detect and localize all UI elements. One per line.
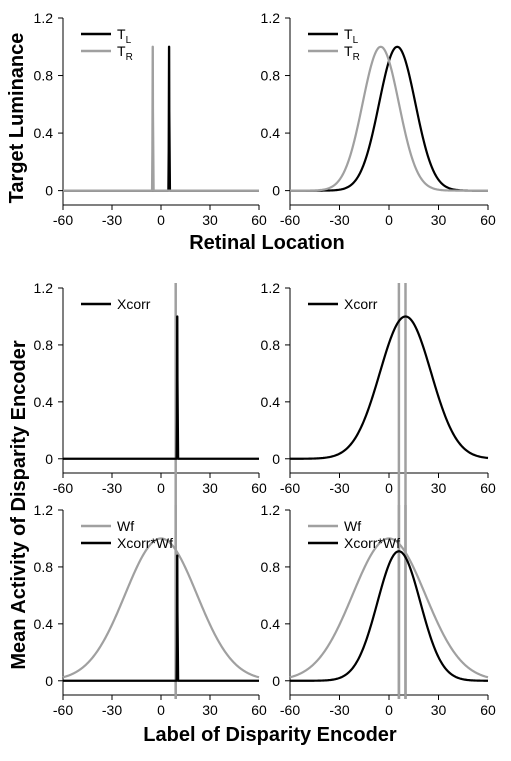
y-tick-label: 1.2 — [261, 502, 281, 518]
y-tick-label: 0.8 — [261, 337, 281, 353]
x-tick-label: 0 — [385, 480, 393, 496]
x-tick-label: -60 — [280, 212, 300, 228]
y-tick-label: 0 — [45, 673, 53, 689]
y-tick-label: 0.8 — [261, 559, 281, 575]
x-tick-label: 30 — [431, 212, 447, 228]
legend-subscript: R — [353, 52, 360, 63]
x-tick-label: 60 — [480, 212, 496, 228]
x-tick-label: -30 — [102, 702, 122, 718]
series-line-xcorr-wf — [289, 550, 489, 682]
series-line-wf — [289, 537, 489, 679]
series-line-tl — [289, 45, 489, 192]
y-tick-label: 0.4 — [34, 616, 54, 632]
x-tick-label: -60 — [53, 480, 73, 496]
y-tick-label: 0 — [272, 673, 280, 689]
x-tick-label: -60 — [280, 702, 300, 718]
x-tick-label: -30 — [329, 480, 349, 496]
legend-subscript: L — [126, 35, 132, 46]
legend-label: Xcorr — [117, 296, 151, 312]
y-tick-label: 0.8 — [34, 559, 54, 575]
x-tick-label: -30 — [329, 702, 349, 718]
x-tick-label: -60 — [53, 212, 73, 228]
y-tick-label: 1.2 — [261, 280, 281, 296]
legend-label: Wf — [344, 518, 361, 534]
x-tick-label: 30 — [431, 702, 447, 718]
legend-subscript: L — [353, 35, 359, 46]
x-tick-label: -60 — [280, 480, 300, 496]
x-tick-label: -30 — [102, 212, 122, 228]
panel-middle-right: 0 0.4 0.8 1.2 -60 -30 0 30 60 Xcorr — [261, 280, 496, 699]
x-tick-label: 30 — [202, 480, 218, 496]
y-tick-label: 0.4 — [34, 394, 54, 410]
y-tick-label: 1.2 — [34, 280, 54, 296]
y-tick-label: 0.8 — [261, 68, 281, 84]
x-tick-label: 0 — [157, 212, 165, 228]
x-tick-label: 0 — [385, 702, 393, 718]
y-tick-label: 0 — [272, 183, 280, 199]
y-tick-label: 1.2 — [34, 502, 54, 518]
y-tick-label: 0 — [272, 451, 280, 467]
series-line-xcorr — [289, 315, 489, 460]
series-line-xcorr-wf — [63, 554, 259, 682]
panel-middle-left: 0 0.4 0.8 1.2 -60 -30 0 30 60 Xcorr — [34, 280, 267, 699]
legend-label: TR — [117, 43, 133, 63]
x-tick-label: 60 — [251, 702, 267, 718]
y-tick-label: 0.4 — [261, 394, 281, 410]
legend-subscript: R — [126, 52, 133, 63]
x-tick-label: 0 — [385, 212, 393, 228]
y-tick-label: 0.4 — [34, 125, 54, 141]
x-tick-label: 0 — [157, 702, 165, 718]
series-line-tl — [63, 45, 259, 192]
legend-label: TR — [344, 43, 360, 63]
series-line-tr — [289, 45, 489, 192]
series-line-wf — [62, 537, 260, 679]
y-tick-label: 0.8 — [34, 68, 54, 84]
y-tick-label: 1.2 — [34, 10, 54, 26]
legend-label: Xcorr*Wf — [117, 535, 173, 551]
bottom-y-axis-label: Mean Activity of Disparity Encoder — [8, 340, 30, 670]
x-tick-label: 30 — [202, 702, 218, 718]
x-tick-label: -60 — [53, 702, 73, 718]
x-tick-label: -30 — [329, 212, 349, 228]
x-tick-label: 60 — [251, 480, 267, 496]
y-tick-label: 0.4 — [261, 616, 281, 632]
legend-label: Xcorr*Wf — [344, 535, 400, 551]
x-tick-label: 60 — [480, 702, 496, 718]
top-x-axis-label: Retinal Location — [189, 232, 345, 254]
x-tick-label: 0 — [157, 480, 165, 496]
y-tick-label: 1.2 — [261, 10, 281, 26]
x-tick-label: 60 — [480, 480, 496, 496]
series-line-xcorr — [63, 315, 259, 460]
x-tick-label: -30 — [102, 480, 122, 496]
x-tick-label: 60 — [251, 212, 267, 228]
y-tick-label: 0.8 — [34, 337, 54, 353]
x-tick-label: 30 — [202, 212, 218, 228]
x-tick-label: 30 — [431, 480, 447, 496]
y-tick-label: 0 — [45, 183, 53, 199]
legend-label: Wf — [117, 518, 134, 534]
top-y-axis-label: Target Luminance — [6, 33, 28, 204]
bottom-x-axis-label: Label of Disparity Encoder — [143, 724, 397, 746]
y-tick-label: 0 — [45, 451, 53, 467]
series-line-tr — [63, 45, 259, 192]
y-tick-label: 0.4 — [261, 125, 281, 141]
legend-label: Xcorr — [344, 296, 378, 312]
